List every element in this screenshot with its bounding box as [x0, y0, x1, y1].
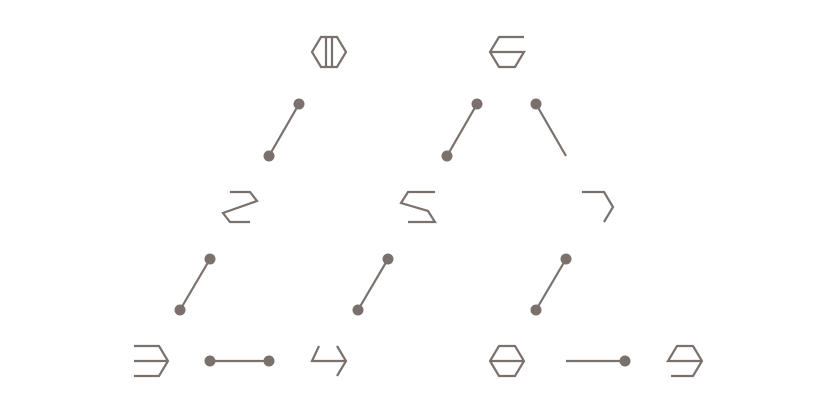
- glyph-layer: [134, 35, 704, 378]
- connector-start-dot: [293, 98, 305, 110]
- connector-layer: [174, 98, 631, 367]
- connector-start-dot: [204, 253, 216, 265]
- hexagon-z-glyph: [221, 190, 259, 224]
- connector-g8-g9: [566, 355, 631, 367]
- hexagon-bottom-half-c-glyph: [488, 35, 526, 69]
- hexagon-vertical-bar-glyph: [310, 35, 348, 69]
- connector-start-dot: [204, 355, 216, 367]
- connector-end-dot: [352, 304, 364, 316]
- connector-g2-g4: [441, 98, 483, 162]
- connector-line: [357, 258, 389, 311]
- connector-start-dot: [560, 253, 572, 265]
- hexagon-four-glyph: [310, 345, 348, 377]
- connector-end-dot: [263, 355, 275, 367]
- hexagon-mirrored-e-glyph: [134, 344, 170, 378]
- connector-g2-g5: [530, 98, 567, 157]
- connector-line: [179, 258, 211, 311]
- connector-end-dot: [174, 304, 186, 316]
- full-hexagon-glyph: [488, 344, 526, 378]
- hexagon-nine-glyph: [666, 344, 704, 378]
- connector-line: [535, 258, 567, 311]
- connector-line: [268, 103, 300, 157]
- connector-line: [535, 103, 567, 157]
- connector-end-dot: [441, 150, 453, 162]
- connector-start-dot: [471, 98, 483, 110]
- connector-end-dot: [619, 355, 631, 367]
- connector-end-dot: [263, 150, 275, 162]
- connector-start-dot: [382, 253, 394, 265]
- connector-g3-g6: [174, 253, 216, 316]
- connector-g6-g7: [204, 355, 275, 367]
- connector-g4-g7: [352, 253, 394, 316]
- hexagon-right-bracket-glyph: [582, 190, 615, 223]
- connector-end-dot: [530, 304, 542, 316]
- connector-g1-g3: [263, 98, 305, 162]
- connector-start-dot: [530, 98, 542, 110]
- hexagon-s-glyph: [399, 190, 438, 224]
- connector-g5-g8: [530, 253, 572, 316]
- connector-line: [446, 103, 478, 157]
